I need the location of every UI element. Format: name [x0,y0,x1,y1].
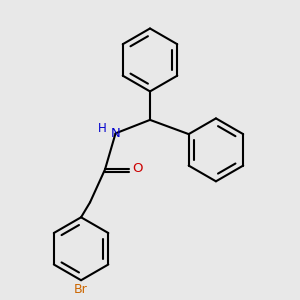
Text: Br: Br [74,283,88,296]
Text: H: H [98,122,106,135]
Text: N: N [111,127,120,140]
Text: O: O [132,162,142,175]
